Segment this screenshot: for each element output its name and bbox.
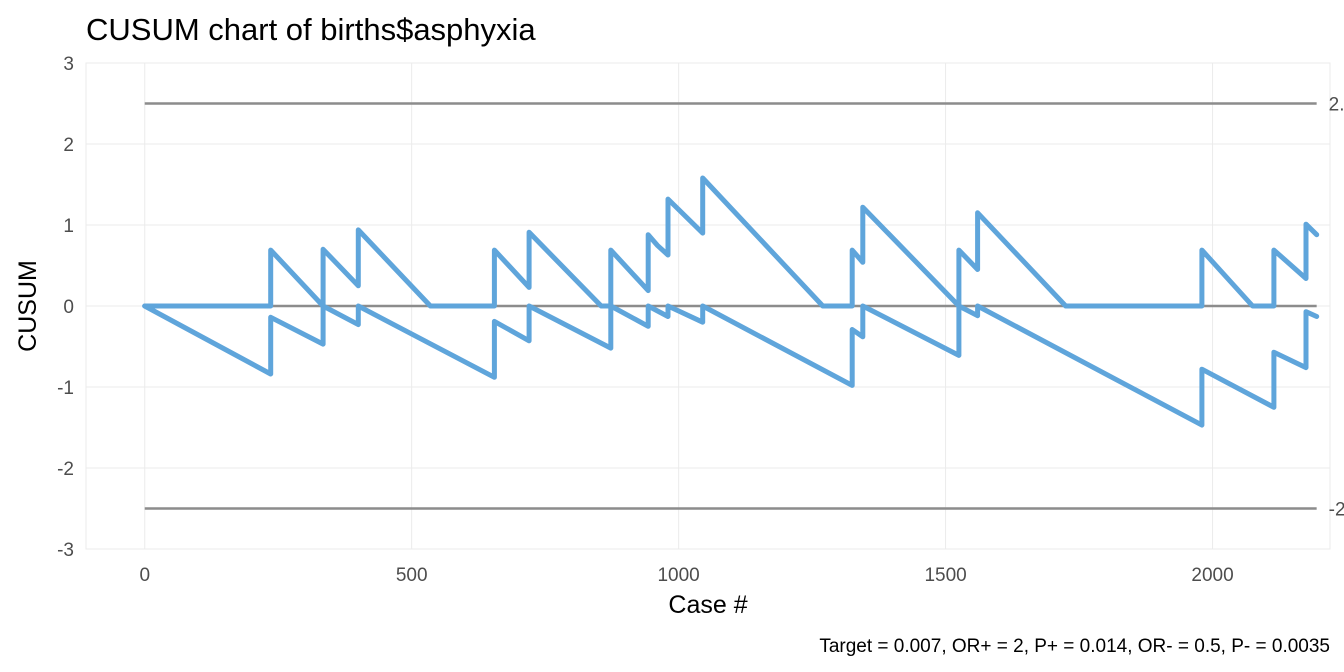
x-tick-label: 1000: [657, 565, 699, 586]
x-tick-label: 500: [396, 565, 428, 586]
x-axis-label: Case #: [668, 591, 747, 619]
x-tick-label: 2000: [1191, 565, 1233, 586]
x-tick-label: 0: [139, 565, 150, 586]
y-tick-label: 3: [63, 54, 74, 75]
y-tick-label: -3: [57, 540, 74, 561]
x-axis-ticks: 0 500 1000 1500 2000: [139, 565, 1233, 586]
y-tick-label: -2: [57, 459, 74, 480]
y-axis-label: CUSUM: [14, 260, 42, 352]
control-limit-label: 2.5: [1329, 95, 1344, 116]
y-tick-label: -1: [57, 378, 74, 399]
x-tick-label: 1500: [924, 565, 966, 586]
chart-title: CUSUM chart of births$asphyxia: [86, 12, 536, 47]
plot-panel: [85, 62, 1331, 550]
cusum-lower-series: [142, 303, 1320, 428]
chart-caption: Target = 0.007, OR+ = 2, P+ = 0.014, OR-…: [819, 636, 1330, 657]
y-axis-ticks: -3 -2 -1 0 1 2 3: [57, 54, 74, 561]
y-tick-label: 0: [63, 297, 74, 318]
y-tick-label: 1: [63, 216, 74, 237]
cusum-series-group: [142, 175, 1320, 428]
control-limit-label: -2.5: [1329, 500, 1344, 521]
y-tick-label: 2: [63, 135, 74, 156]
cusum-upper-series: [142, 175, 1320, 309]
